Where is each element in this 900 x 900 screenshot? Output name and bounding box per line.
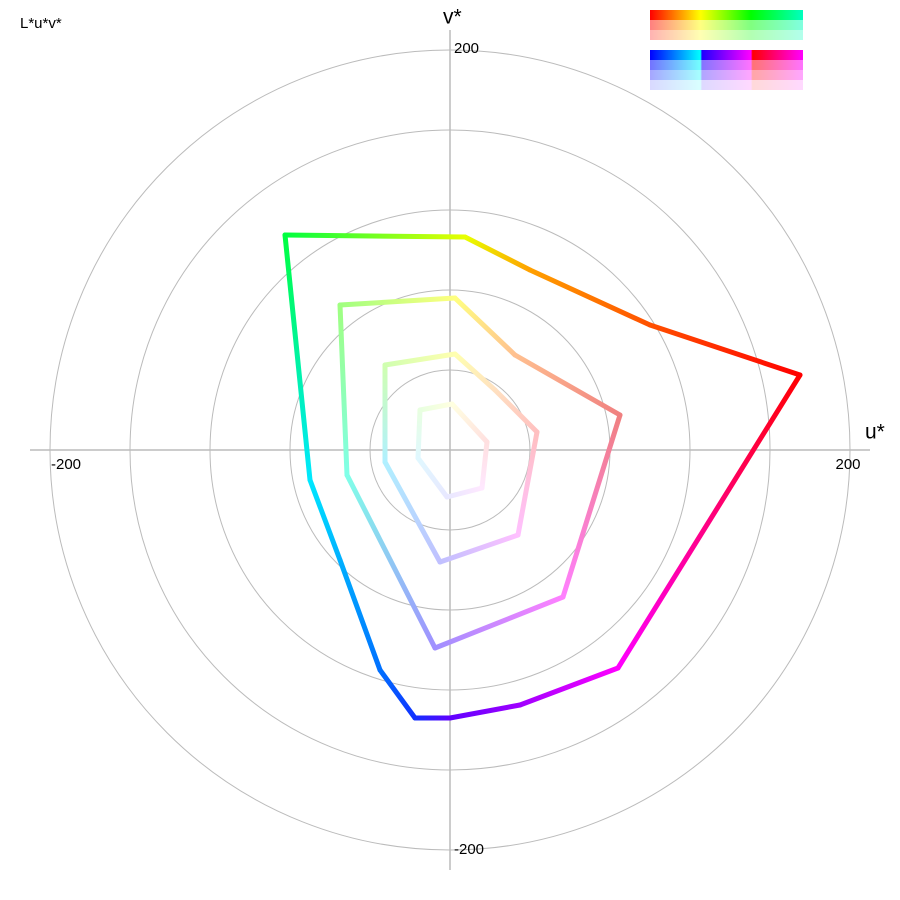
line-segment bbox=[337, 295, 458, 308]
swatch bbox=[650, 50, 803, 60]
line-segment bbox=[377, 667, 418, 721]
line-segment bbox=[382, 351, 458, 368]
line-segment bbox=[307, 477, 343, 563]
line-segment bbox=[449, 401, 490, 445]
line-segment bbox=[417, 401, 455, 413]
grid bbox=[30, 30, 870, 870]
line-segment bbox=[512, 352, 623, 418]
swatch bbox=[650, 10, 803, 20]
line-segment bbox=[282, 232, 313, 483]
x-tick-label: 200 bbox=[835, 456, 860, 473]
swatches bbox=[650, 10, 803, 90]
line-segment bbox=[337, 302, 350, 478]
line-segment bbox=[447, 702, 523, 721]
swatch bbox=[650, 60, 803, 70]
line-segment bbox=[560, 412, 623, 600]
swatch bbox=[650, 80, 803, 90]
line-segment bbox=[479, 439, 490, 491]
line-segment bbox=[337, 557, 383, 673]
x-axis-title: u* bbox=[865, 421, 885, 444]
line-segment bbox=[382, 459, 443, 565]
series bbox=[415, 401, 490, 500]
y-axis-title: v* bbox=[443, 6, 462, 29]
line-segment bbox=[462, 234, 533, 273]
line-segment bbox=[432, 594, 566, 651]
x-tick-label: -200 bbox=[51, 456, 81, 473]
line-segment bbox=[344, 472, 438, 651]
line-segment bbox=[452, 295, 518, 358]
series bbox=[282, 232, 803, 721]
line-segment bbox=[415, 455, 450, 500]
line-segment bbox=[437, 532, 521, 565]
series bbox=[382, 351, 540, 565]
y-tick-label: 200 bbox=[454, 40, 479, 57]
y-tick-label: -200 bbox=[454, 841, 484, 858]
line-segment bbox=[415, 407, 423, 461]
line-segment bbox=[452, 351, 498, 393]
series bbox=[337, 295, 623, 651]
line-segment bbox=[517, 665, 621, 708]
line-segment bbox=[444, 485, 485, 500]
chart-title: L*u*v* bbox=[20, 15, 62, 32]
line-segment bbox=[515, 429, 540, 538]
line-segment bbox=[492, 387, 540, 435]
line-segment bbox=[282, 232, 468, 240]
swatch bbox=[650, 70, 803, 80]
line-segment bbox=[527, 267, 653, 328]
swatch bbox=[650, 20, 803, 30]
swatch bbox=[650, 30, 803, 40]
line-segment bbox=[615, 372, 803, 671]
line-segment bbox=[647, 322, 803, 378]
